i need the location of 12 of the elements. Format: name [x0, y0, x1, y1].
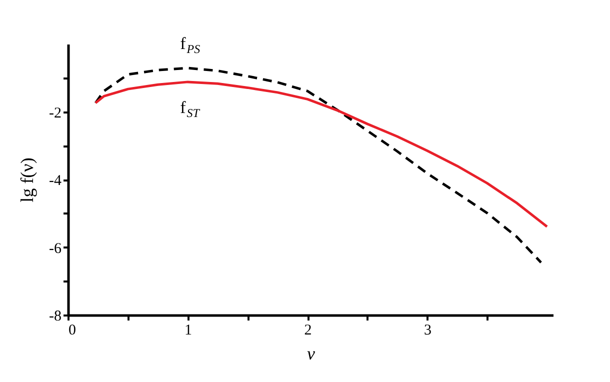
y-tick-label: -4 [49, 173, 62, 189]
line-series [94, 80, 548, 228]
y-tick-label: -8 [49, 308, 62, 324]
x-tick-label: 1 [184, 322, 192, 338]
x-tick-label: 3 [424, 322, 432, 338]
x-axis-title: ν [307, 344, 315, 364]
y-tick-label: -2 [49, 105, 62, 122]
y-axis-title: lg f(ν) [17, 158, 38, 202]
x-tick-label: 0 [68, 322, 76, 338]
y-tick-label: -6 [49, 240, 62, 257]
x-tick-label: 2 [304, 322, 312, 338]
line-series [94, 66, 542, 264]
